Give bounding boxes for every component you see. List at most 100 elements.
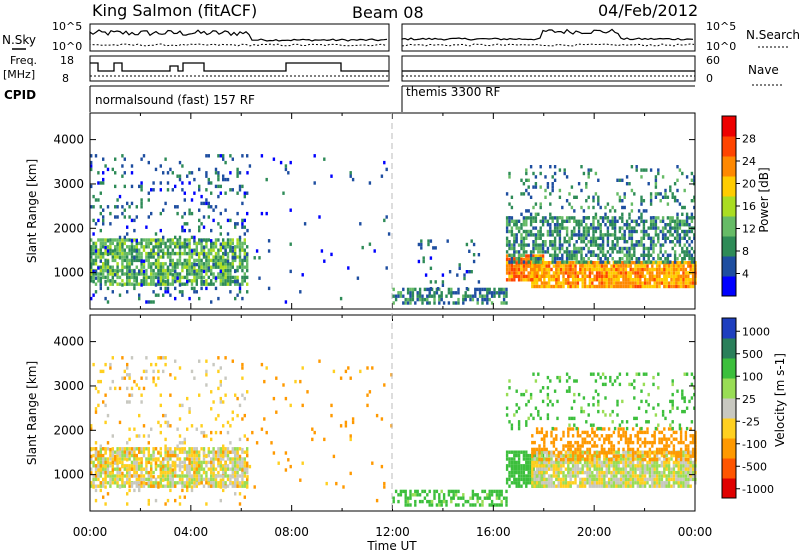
data-cell (525, 274, 528, 279)
data-cell (583, 267, 587, 272)
data-cell (550, 457, 553, 461)
data-cell (682, 470, 685, 475)
data-cell (226, 268, 230, 273)
data-cell (99, 444, 102, 448)
data-cell (556, 246, 559, 251)
data-cell (575, 260, 578, 264)
data-cell (615, 267, 618, 272)
data-cell (246, 475, 249, 479)
data-cell (567, 271, 570, 275)
data-cell (111, 258, 114, 263)
data-cell (234, 279, 237, 284)
data-cell (162, 484, 165, 488)
data-cell (128, 457, 131, 461)
data-cell (174, 251, 177, 256)
data-cell (661, 253, 665, 257)
data-cell (571, 460, 575, 465)
data-cell (520, 271, 523, 275)
data-cell (457, 489, 460, 494)
data-cell (660, 474, 664, 478)
data-cell (621, 205, 624, 210)
data-cell (581, 437, 584, 441)
data-cell (174, 359, 177, 363)
data-cell (593, 261, 596, 265)
data-cell (154, 484, 158, 488)
data-cell (116, 453, 119, 458)
data-cell (585, 229, 588, 234)
data-cell (649, 243, 653, 247)
data-cell (219, 447, 222, 451)
data-cell (238, 467, 242, 471)
data-cell (520, 257, 523, 262)
data-cell (510, 460, 514, 465)
data-cell (126, 441, 129, 445)
data-cell (159, 286, 162, 291)
data-cell (617, 264, 620, 268)
data-cell (109, 251, 112, 256)
data-cell (651, 470, 654, 475)
data-cell (540, 477, 544, 482)
data-cell (531, 267, 534, 272)
data-cell (397, 499, 400, 504)
data-cell (140, 265, 143, 269)
data-cell (598, 284, 601, 289)
data-cell (624, 264, 628, 268)
data-cell (226, 232, 230, 236)
data-cell (672, 477, 676, 482)
data-cell (133, 256, 136, 260)
data-cell (636, 474, 640, 478)
data-cell (623, 253, 626, 257)
data-cell (99, 255, 102, 259)
data-cell (224, 272, 227, 276)
data-cell (561, 216, 564, 220)
data-cell (635, 260, 638, 264)
data-cell (195, 272, 198, 276)
data-cell (409, 493, 412, 497)
data-cell (545, 460, 548, 465)
data-cell (205, 239, 208, 243)
data-cell (553, 246, 557, 251)
data-cell (462, 503, 465, 507)
data-cell (486, 291, 489, 295)
data-cell (109, 238, 112, 242)
data-cell (226, 420, 230, 425)
data-cell (186, 488, 189, 493)
data-cell (102, 464, 105, 468)
data-cell (306, 390, 309, 394)
data-cell (142, 248, 146, 252)
data-cell (533, 271, 536, 275)
data-cell (515, 460, 518, 465)
data-cell (157, 282, 160, 286)
data-cell (114, 184, 117, 189)
data-cell (678, 202, 682, 206)
data-cell (607, 271, 611, 275)
data-cell (246, 453, 249, 458)
data-cell (577, 260, 581, 264)
data-cell (94, 464, 98, 468)
data-cell (152, 484, 155, 488)
data-cell (106, 249, 110, 253)
data-cell (617, 481, 620, 485)
data-cell (210, 248, 213, 252)
data-cell (593, 474, 596, 478)
data-cell (676, 229, 679, 234)
data-cell (657, 192, 660, 196)
data-cell (658, 271, 661, 275)
data-cell (527, 216, 530, 220)
data-cell (92, 245, 95, 249)
data-cell (166, 282, 170, 286)
data-cell (606, 219, 610, 223)
data-cell (183, 464, 186, 468)
data-cell (138, 413, 141, 418)
data-cell (229, 262, 232, 266)
data-cell (535, 274, 539, 278)
data-cell (171, 282, 174, 286)
data-cell (673, 253, 677, 257)
data-cell (646, 460, 649, 465)
data-cell (90, 484, 93, 488)
data-cell (669, 185, 672, 189)
data-cell (224, 268, 227, 273)
data-cell (193, 464, 196, 468)
data-cell (557, 271, 560, 275)
data-cell (183, 495, 186, 499)
